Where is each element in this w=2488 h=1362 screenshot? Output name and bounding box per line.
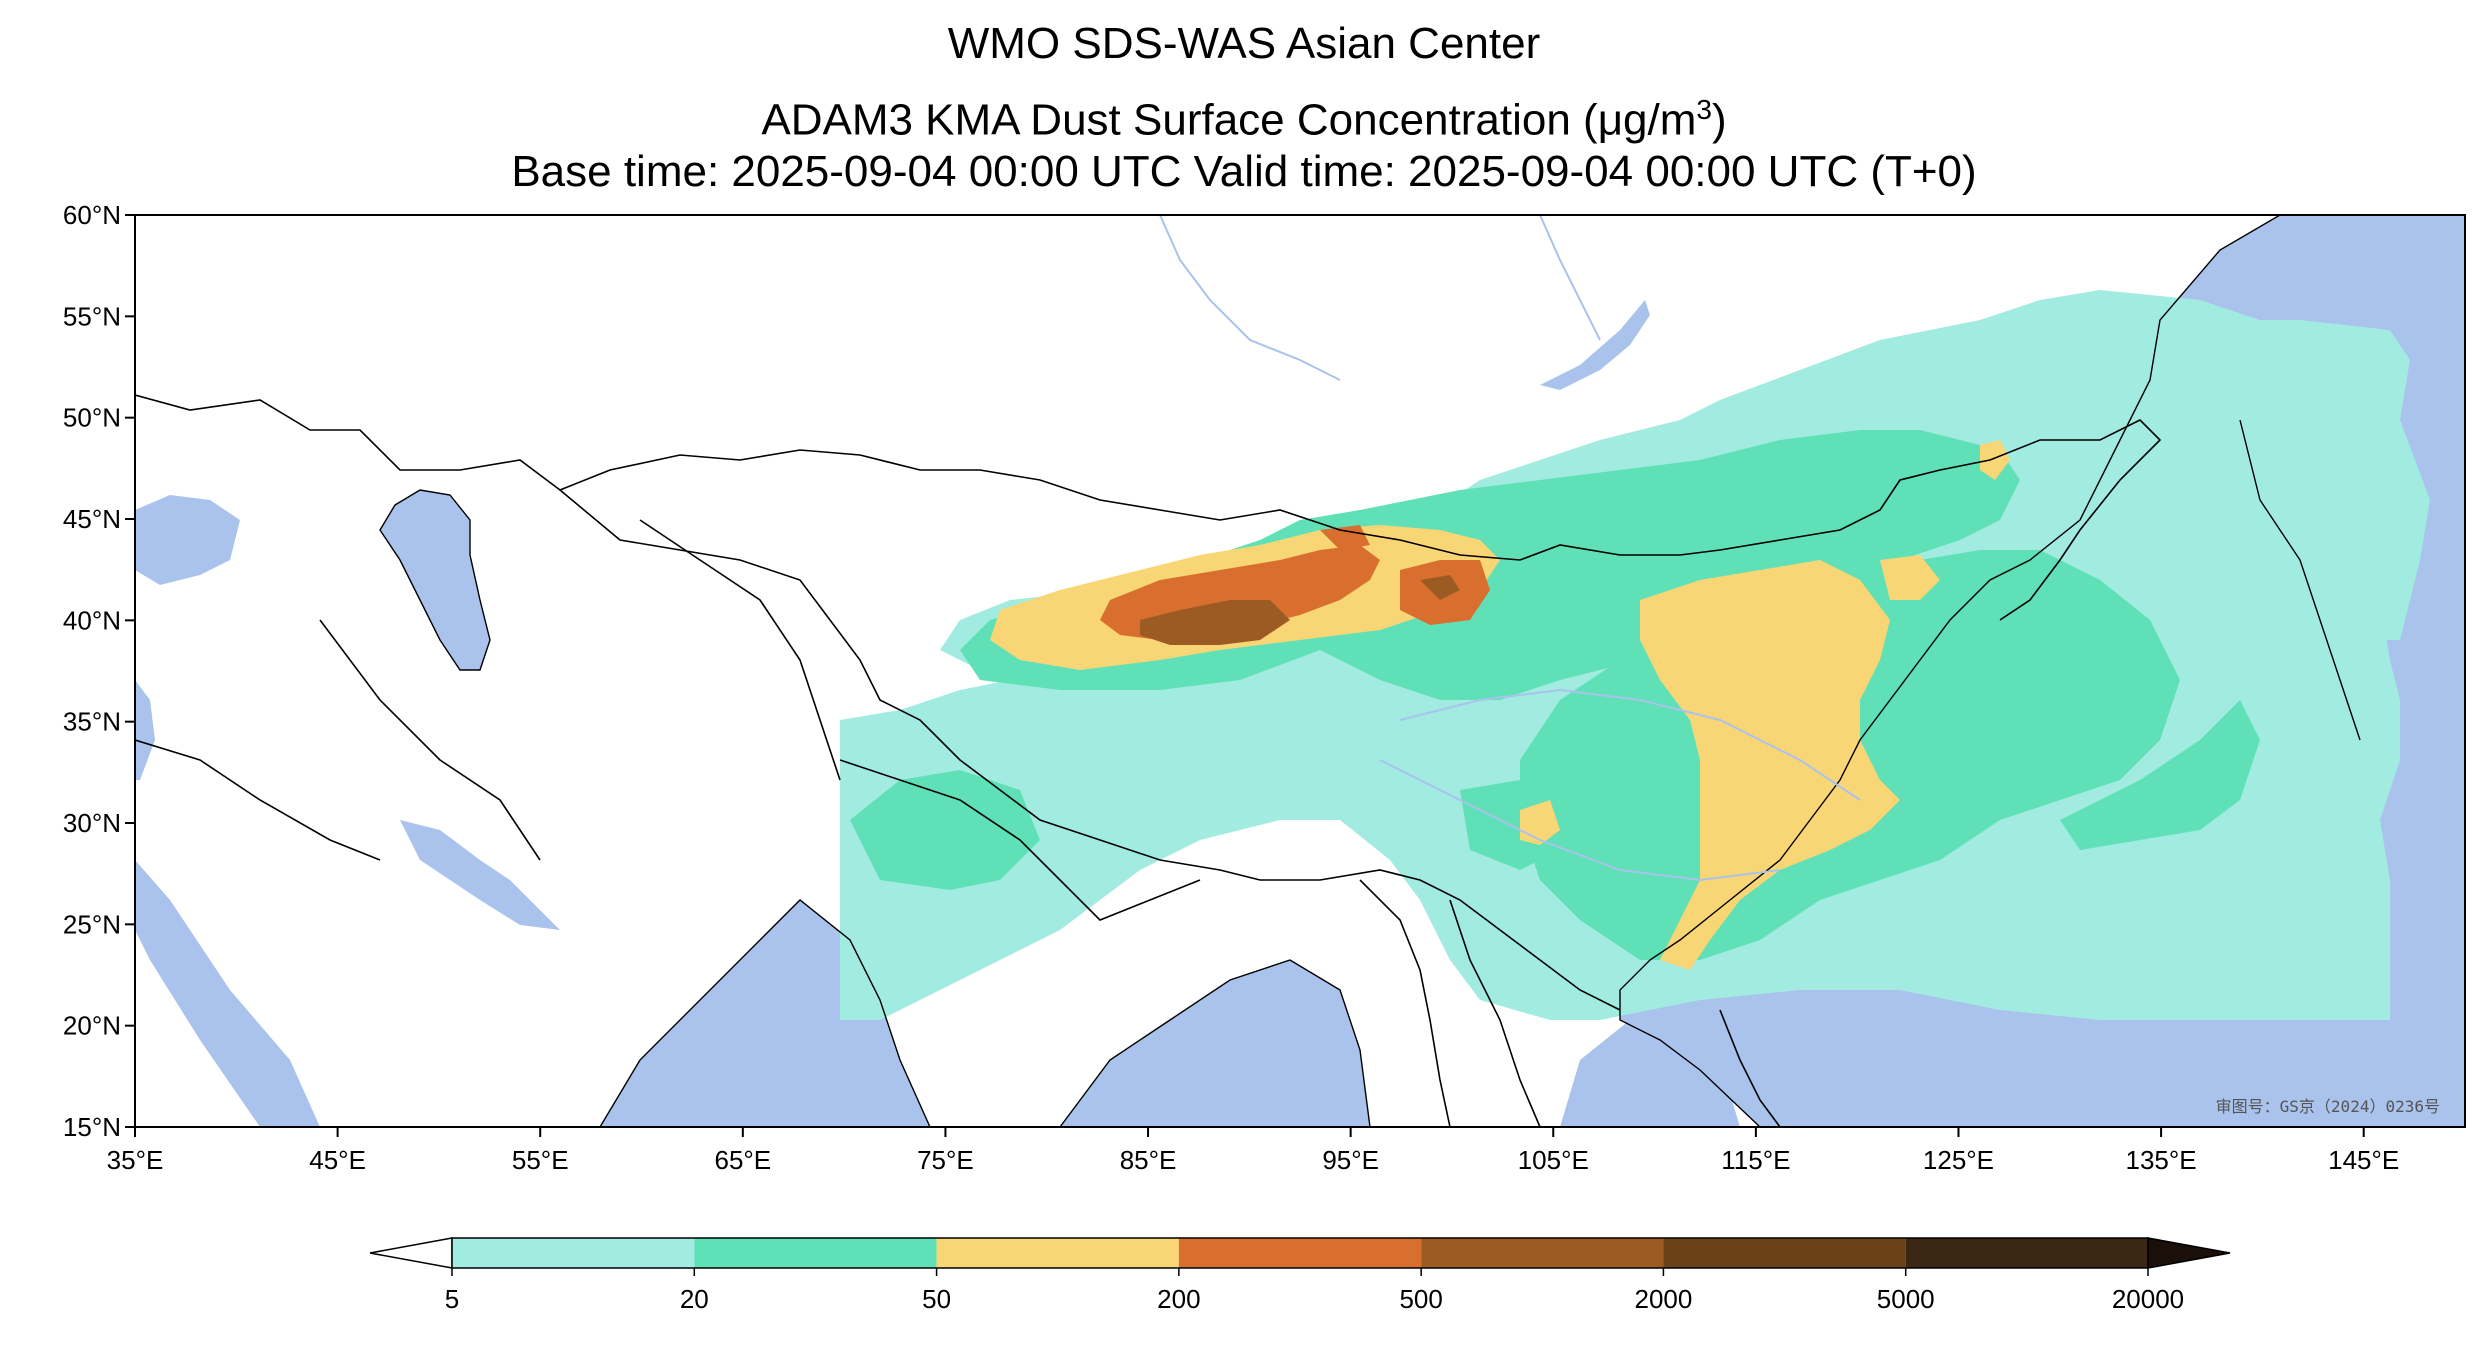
unit-sup: 3 <box>1696 94 1712 125</box>
colorbar-segment <box>1421 1238 1664 1268</box>
lon-tick-label: 35°E <box>107 1145 164 1175</box>
lat-tick-label: 55°N <box>63 301 121 331</box>
lon-tick-label: 145°E <box>2328 1145 2399 1175</box>
colorbar-label: 2000 <box>1635 1284 1693 1314</box>
lon-tick-label: 65°E <box>714 1145 771 1175</box>
colorbar-label: 20 <box>680 1284 709 1314</box>
pakistan-india-border <box>839 759 1201 921</box>
river-ob <box>1159 215 1341 381</box>
latitude-axis: 60°N 55°N 50°N 45°N 40°N 35°N 30°N 25°N 20°N 15°N <box>63 200 135 1142</box>
lat-tick-label: 35°N <box>63 707 121 737</box>
east-asia-coast <box>1619 215 2281 1127</box>
colorbar-segment <box>452 1238 695 1268</box>
dust-level-50-200-nemongol <box>1980 440 2010 480</box>
himalaya-border-line <box>559 489 1621 1011</box>
iran-border <box>319 619 541 861</box>
dust-level-20-50-korea <box>2060 700 2260 850</box>
map-approval-number: 审图号：GS京（2024）0236号 <box>2216 1097 2440 1116</box>
colorbar-segment <box>1178 1238 1422 1268</box>
dust-level-50-200-north-china <box>1640 560 1900 970</box>
lat-tick-label: 30°N <box>63 808 121 838</box>
dust-level-20-50-pakistan <box>850 770 1040 890</box>
lat-tick-label: 45°N <box>63 504 121 534</box>
northern-border-line <box>135 394 2162 621</box>
country-borders <box>135 394 2162 1127</box>
dust-level-50-200-bohai <box>1880 555 1940 600</box>
lon-tick-label: 105°E <box>1518 1145 1589 1175</box>
lat-tick-label: 20°N <box>63 1011 121 1041</box>
lat-tick-label: 60°N <box>63 200 121 230</box>
colorbar-label: 200 <box>1157 1284 1200 1314</box>
colorbar-segment <box>1663 1238 1906 1268</box>
red-sea <box>135 860 320 1127</box>
india-coast <box>1059 959 1371 1127</box>
colorbar-segment <box>936 1238 1179 1268</box>
colorbar-extend-min <box>369 1237 453 1269</box>
map-frame <box>134 214 2466 1128</box>
mediterranean-edge <box>135 680 155 780</box>
colorbar-label: 50 <box>922 1284 951 1314</box>
lon-tick-label: 75°E <box>917 1145 974 1175</box>
rivers <box>1159 215 1861 882</box>
time-info: Base time: 2025-09-04 00:00 UTC Valid ti… <box>511 147 1977 196</box>
lon-tick-label: 125°E <box>1923 1145 1994 1175</box>
dust-level-50-200-sichuan <box>1520 800 1560 845</box>
dust-level-500-2000-east <box>1420 575 1460 600</box>
myanmar-border <box>1449 899 1541 1127</box>
lat-tick-label: 25°N <box>63 909 121 939</box>
dust-concentration-layer <box>840 290 2430 1020</box>
unit-mu: μ <box>1597 95 1624 145</box>
chart-title: WMO SDS-WAS Asian Center <box>947 19 1541 68</box>
chart-subtitle: ADAM3 KMA Dust Surface Concentration (μg… <box>0 84 2488 147</box>
river-yenisei <box>1539 215 1601 341</box>
lat-tick-label: 40°N <box>63 605 121 635</box>
lon-tick-label: 85°E <box>1120 1145 1177 1175</box>
central-asia-border <box>639 519 841 781</box>
south-china-sea <box>1560 1010 1740 1127</box>
bay-of-bengal <box>1060 960 1370 1127</box>
river-yangtze <box>1379 759 1781 882</box>
colorbar-segment <box>694 1238 937 1268</box>
persian-gulf <box>400 820 560 930</box>
lat-tick-label: 50°N <box>63 403 121 433</box>
unit-rest: g/m <box>1623 95 1697 145</box>
arabia-border <box>135 739 381 861</box>
coastlines <box>379 215 2361 1127</box>
lon-tick-label: 95°E <box>1322 1145 1379 1175</box>
colorbar-extend-max <box>2147 1237 2231 1269</box>
lon-tick-label: 45°E <box>309 1145 366 1175</box>
black-sea <box>135 495 240 585</box>
colorbar: 5 20 50 200 500 2000 5000 20000 <box>369 1237 2231 1314</box>
caspian-coast <box>379 489 491 671</box>
arabian-coast <box>599 899 931 1127</box>
lake-baikal <box>1540 300 1650 390</box>
colorbar-label: 5000 <box>1877 1284 1935 1314</box>
colorbar-label: 500 <box>1399 1284 1442 1314</box>
dust-level-5-20-sea <box>2200 320 2430 640</box>
japan-coast <box>2239 419 2361 741</box>
dust-level-500-2000 <box>1140 600 1290 645</box>
lon-tick-label: 115°E <box>1721 1145 1790 1175</box>
caspian-sea <box>380 490 490 670</box>
lon-tick-label: 135°E <box>2126 1145 2197 1175</box>
lat-tick-label: 15°N <box>63 1112 121 1142</box>
colorbar-label: 5 <box>445 1284 459 1314</box>
subtitle-main: ADAM3 KMA Dust Surface Concentration ( <box>761 95 1598 145</box>
dust-level-200-500-hexi <box>1320 525 1370 550</box>
colorbar-outline <box>451 1237 2149 1269</box>
colorbar-segment <box>1905 1238 2148 1268</box>
subtitle-close: ) <box>1711 95 1727 145</box>
colorbar-label: 20000 <box>2112 1284 2184 1314</box>
longitude-axis: 35°E 45°E 55°E 65°E 75°E 85°E 95°E 105°E 115°E 12… <box>107 1127 2399 1175</box>
map-body: 审图号：GS京（2024）0236号 <box>135 215 2465 1127</box>
bangladesh-border <box>1359 879 1451 1127</box>
vietnam-border <box>1719 1009 1781 1127</box>
river-yellow <box>1399 688 1861 801</box>
lon-tick-label: 55°E <box>512 1145 569 1175</box>
